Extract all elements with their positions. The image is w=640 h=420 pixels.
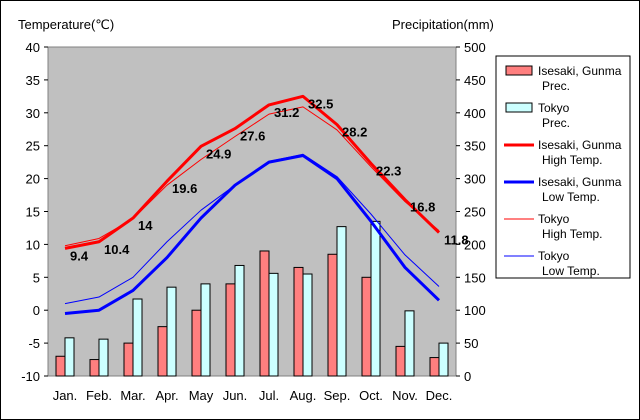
bar-isesaki-prec-4 xyxy=(191,309,202,377)
data-label-7: 32.5 xyxy=(308,96,333,111)
y-left-tick-0: 40 xyxy=(26,40,40,55)
x-tick-5: Jun. xyxy=(223,388,248,403)
legend-label-isesaki-prec-2: Prec. xyxy=(542,79,570,93)
x-tick-10: Nov. xyxy=(392,388,418,403)
bar-tokyo-prec-6 xyxy=(268,272,279,377)
y-right-tick-7: 150 xyxy=(464,270,486,285)
y-right-tick-10: 0 xyxy=(464,369,471,384)
bar-isesaki-prec-10 xyxy=(395,345,406,377)
x-tick-7: Aug. xyxy=(290,388,317,403)
bar-tokyo-prec-10 xyxy=(404,310,415,377)
x-tick-0: Jan. xyxy=(53,388,78,403)
y-left-tick-3: 25 xyxy=(26,139,40,154)
data-label-10: 16.8 xyxy=(410,200,435,215)
y-left-tick-6: 10 xyxy=(26,237,40,252)
y-left-tick-7: 5 xyxy=(33,270,40,285)
data-label-6: 31.2 xyxy=(274,105,299,120)
legend-box xyxy=(495,55,631,279)
bar-tokyo-prec-0 xyxy=(64,337,75,377)
bar-isesaki-prec-7 xyxy=(293,266,304,377)
legend-label-tokyo-prec-2: Prec. xyxy=(542,116,570,130)
bar-tokyo-prec-8 xyxy=(336,226,347,377)
legend-label-isesaki-low-2: Low Temp. xyxy=(542,190,600,204)
y-left-tick-10: -10 xyxy=(21,369,40,384)
x-tick-3: Apr. xyxy=(155,388,178,403)
legend-label-isesaki-prec-1: Isesaki, Gunma xyxy=(538,64,622,78)
data-label-1: 10.4 xyxy=(104,242,130,257)
y-left-tick-2: 30 xyxy=(26,106,40,121)
bar-isesaki-prec-11 xyxy=(429,357,440,377)
x-tick-2: Mar. xyxy=(120,388,145,403)
plot-area xyxy=(47,46,457,377)
x-tick-9: Oct. xyxy=(359,388,383,403)
legend-label-isesaki-high-2: High Temp. xyxy=(542,153,602,167)
x-tick-6: Jul. xyxy=(259,388,279,403)
data-label-8: 28.2 xyxy=(342,125,367,140)
legend-swatch-isesaki-prec xyxy=(505,65,533,76)
y-right-tick-4: 300 xyxy=(464,172,486,187)
x-tick-8: Sep. xyxy=(324,388,351,403)
bar-tokyo-prec-1 xyxy=(98,338,109,377)
bar-isesaki-prec-3 xyxy=(157,326,168,377)
line-isesaki-low-temp xyxy=(64,154,441,315)
data-label-3: 19.6 xyxy=(172,181,197,196)
bar-isesaki-prec-0 xyxy=(55,355,66,377)
legend-label-tokyo-prec-1: Tokyo xyxy=(538,101,570,115)
data-label-0: 9.4 xyxy=(70,248,89,263)
bar-isesaki-prec-6 xyxy=(259,250,270,377)
y-left-tick-9: -5 xyxy=(28,336,40,351)
y-right-tick-3: 350 xyxy=(464,139,486,154)
bar-tokyo-prec-9 xyxy=(370,220,381,377)
data-label-2: 14 xyxy=(138,218,153,233)
bar-tokyo-prec-2 xyxy=(132,298,143,377)
y-left-tick-1: 35 xyxy=(26,73,40,88)
y-right-tick-5: 250 xyxy=(464,205,486,220)
y-right-tick-1: 450 xyxy=(464,73,486,88)
precipitation-bars xyxy=(55,220,449,377)
legend-label-tokyo-high-1: Tokyo xyxy=(538,212,570,226)
legend-label-isesaki-high-1: Isesaki, Gunma xyxy=(538,138,622,152)
bar-tokyo-prec-11 xyxy=(438,342,449,377)
y-left-ticks: 40 35 30 25 20 15 10 5 0 -5 -10 xyxy=(21,40,48,384)
bar-tokyo-prec-5 xyxy=(234,264,245,377)
y-right-tick-8: 100 xyxy=(464,303,486,318)
y-left-axis-title: Temperature(℃) xyxy=(18,17,114,32)
data-label-4: 24.9 xyxy=(206,146,231,161)
data-label-9: 22.3 xyxy=(376,163,401,178)
y-right-tick-9: 50 xyxy=(464,336,478,351)
y-right-axis-title: Precipitation(mm) xyxy=(392,17,494,32)
x-tick-1: Feb. xyxy=(86,388,112,403)
bar-tokyo-prec-3 xyxy=(166,286,177,377)
bar-isesaki-prec-1 xyxy=(89,359,100,377)
line-isesaki-high-temp xyxy=(64,94,441,250)
data-labels: 9.4 10.4 14 19.6 24.9 27.6 31.2 32.5 28.2 22.3 16.… xyxy=(70,96,469,263)
y-right-tick-0: 500 xyxy=(464,40,486,55)
bar-tokyo-prec-7 xyxy=(302,273,313,377)
y-right-tick-6: 200 xyxy=(464,237,486,252)
legend-label-tokyo-low-2: Low Temp. xyxy=(542,264,600,278)
y-left-tick-5: 15 xyxy=(26,205,40,220)
x-ticks: Jan. Feb. Mar. Apr. May Jun. Jul. Aug. Sep. Oct. N… xyxy=(53,388,453,403)
bar-isesaki-prec-8 xyxy=(327,253,338,377)
legend-label-tokyo-high-2: High Temp. xyxy=(542,227,602,241)
bar-isesaki-prec-9 xyxy=(361,276,372,377)
y-right-tick-2: 400 xyxy=(464,106,486,121)
bar-tokyo-prec-4 xyxy=(200,283,211,377)
y-left-tick-4: 20 xyxy=(26,172,40,187)
x-tick-11: Dec. xyxy=(426,388,453,403)
x-tick-4: May xyxy=(189,388,214,403)
data-label-11: 11.8 xyxy=(444,233,469,248)
bar-isesaki-prec-2 xyxy=(123,342,134,377)
temperature-lines xyxy=(64,94,441,315)
legend-swatch-tokyo-prec xyxy=(505,102,533,113)
bar-isesaki-prec-5 xyxy=(225,283,236,377)
y-left-tick-8: 0 xyxy=(33,303,40,318)
legend-label-tokyo-low-1: Tokyo xyxy=(538,249,570,263)
data-label-5: 27.6 xyxy=(240,129,265,144)
legend-label-isesaki-low-1: Isesaki, Gunma xyxy=(538,175,622,189)
